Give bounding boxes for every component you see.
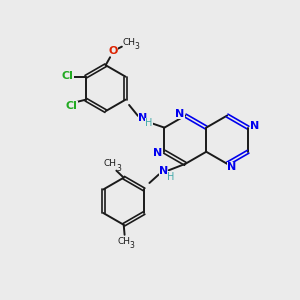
Text: 3: 3: [129, 241, 134, 250]
Text: O: O: [108, 46, 118, 56]
Text: N: N: [159, 166, 168, 176]
Text: N: N: [227, 162, 236, 172]
Text: Cl: Cl: [66, 101, 78, 111]
Text: CH: CH: [104, 159, 117, 168]
Text: 3: 3: [116, 164, 121, 173]
Text: CH: CH: [123, 38, 136, 47]
Text: N: N: [250, 121, 259, 131]
Text: H: H: [146, 118, 153, 128]
Text: CH: CH: [117, 237, 130, 246]
Text: 3: 3: [135, 42, 140, 51]
Text: N: N: [153, 148, 163, 158]
Text: Cl: Cl: [61, 71, 74, 81]
Text: N: N: [138, 112, 147, 123]
Text: N: N: [176, 109, 185, 119]
Text: H: H: [167, 172, 174, 182]
